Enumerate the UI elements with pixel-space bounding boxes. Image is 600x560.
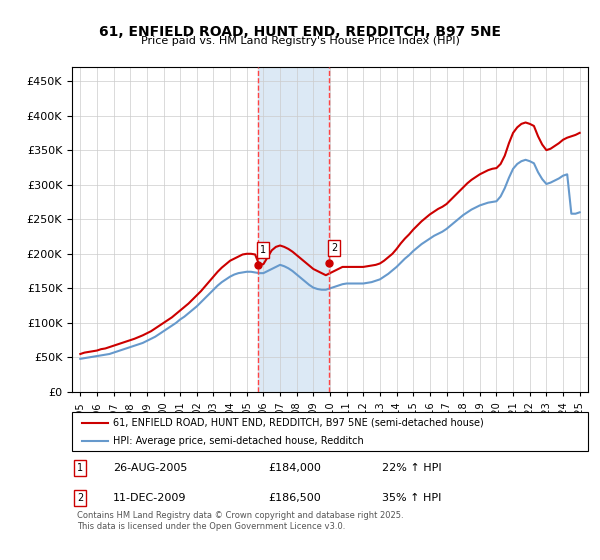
Text: 2: 2 [77,493,83,503]
Bar [257,67,329,392]
Text: £184,000: £184,000 [268,463,321,473]
Text: Contains HM Land Registry data © Crown copyright and database right 2025.
This d: Contains HM Land Registry data © Crown c… [77,511,404,531]
Text: HPI: Average price, semi-detached house, Redditch: HPI: Average price, semi-detached house,… [113,436,364,446]
Text: 2: 2 [331,243,337,253]
Text: 22% ↑ HPI: 22% ↑ HPI [382,463,441,473]
Text: 61, ENFIELD ROAD, HUNT END, REDDITCH, B97 5NE: 61, ENFIELD ROAD, HUNT END, REDDITCH, B9… [99,25,501,39]
Text: 11-DEC-2009: 11-DEC-2009 [113,493,187,503]
Text: 26-AUG-2005: 26-AUG-2005 [113,463,188,473]
FancyBboxPatch shape [72,412,588,451]
Text: 61, ENFIELD ROAD, HUNT END, REDDITCH, B97 5NE (semi-detached house): 61, ENFIELD ROAD, HUNT END, REDDITCH, B9… [113,418,484,428]
Text: Price paid vs. HM Land Registry's House Price Index (HPI): Price paid vs. HM Land Registry's House … [140,36,460,46]
Text: 35% ↑ HPI: 35% ↑ HPI [382,493,441,503]
Text: 1: 1 [77,463,83,473]
Text: 1: 1 [260,245,266,255]
Text: £186,500: £186,500 [268,493,321,503]
